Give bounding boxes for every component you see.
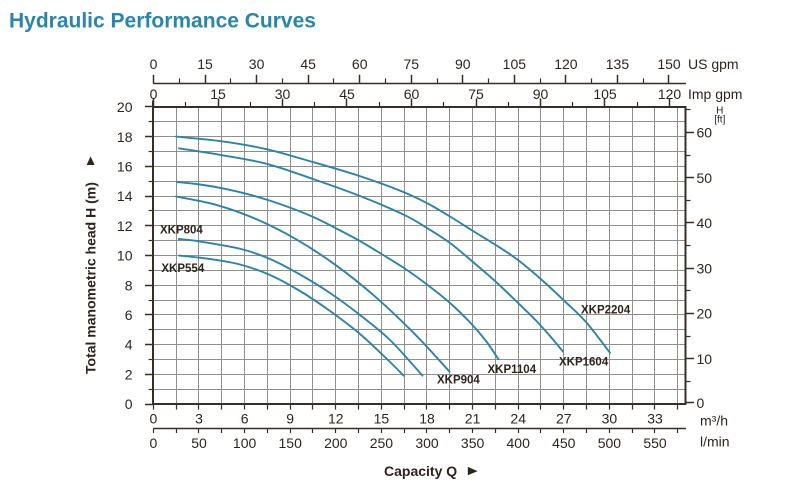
svg-text:90: 90	[533, 86, 549, 102]
svg-text:[ft]: [ft]	[714, 114, 725, 125]
svg-text:12: 12	[117, 218, 133, 234]
svg-text:50: 50	[191, 435, 207, 451]
svg-text:250: 250	[370, 435, 394, 451]
svg-text:H: H	[716, 106, 723, 117]
svg-text:9: 9	[286, 411, 294, 427]
svg-text:18: 18	[117, 129, 133, 145]
svg-text:0: 0	[697, 395, 705, 411]
svg-text:XKP1104: XKP1104	[488, 364, 537, 376]
svg-text:16: 16	[117, 159, 133, 175]
svg-text:18: 18	[419, 411, 435, 427]
svg-text:350: 350	[461, 435, 485, 451]
svg-text:150: 150	[279, 435, 303, 451]
svg-text:300: 300	[415, 435, 439, 451]
svg-text:0: 0	[150, 411, 158, 427]
svg-text:500: 500	[598, 435, 622, 451]
svg-text:33: 33	[647, 411, 663, 427]
svg-text:XKP1604: XKP1604	[559, 356, 609, 368]
svg-text:8: 8	[125, 277, 133, 293]
svg-text:40: 40	[697, 215, 713, 231]
svg-text:120: 120	[658, 86, 682, 102]
svg-text:US gpm: US gpm	[688, 56, 739, 72]
svg-text:135: 135	[606, 56, 630, 72]
svg-text:15: 15	[374, 411, 390, 427]
svg-text:450: 450	[552, 435, 576, 451]
svg-text:4: 4	[125, 337, 133, 353]
svg-text:6: 6	[241, 411, 249, 427]
svg-text:XKP804: XKP804	[160, 224, 203, 236]
svg-text:2: 2	[125, 366, 133, 382]
svg-text:Imp gpm: Imp gpm	[688, 86, 742, 102]
svg-text:400: 400	[507, 435, 531, 451]
svg-text:50: 50	[697, 170, 713, 186]
svg-text:75: 75	[468, 86, 484, 102]
svg-text:30: 30	[697, 260, 713, 276]
svg-text:Total manometric head H (m): Total manometric head H (m)	[83, 182, 99, 374]
svg-text:45: 45	[339, 86, 355, 102]
svg-text:30: 30	[275, 86, 291, 102]
svg-text:100: 100	[233, 435, 257, 451]
svg-text:XKP904: XKP904	[437, 375, 480, 387]
svg-text:10: 10	[697, 351, 713, 367]
svg-text:l/min: l/min	[700, 434, 730, 450]
svg-text:20: 20	[697, 306, 713, 322]
svg-text:27: 27	[556, 411, 572, 427]
svg-text:150: 150	[657, 56, 681, 72]
svg-text:0: 0	[125, 396, 133, 412]
svg-text:60: 60	[404, 86, 420, 102]
svg-text:60: 60	[697, 125, 713, 141]
svg-text:60: 60	[352, 56, 368, 72]
svg-text:120: 120	[554, 56, 578, 72]
svg-text:0: 0	[150, 56, 158, 72]
svg-text:Hydraulic Performance Curves: Hydraulic Performance Curves	[9, 10, 316, 33]
svg-text:10: 10	[117, 248, 133, 264]
svg-text:XKP2204: XKP2204	[581, 304, 631, 316]
svg-text:XKP554: XKP554	[161, 263, 204, 275]
svg-text:105: 105	[503, 56, 527, 72]
svg-text:45: 45	[300, 56, 316, 72]
svg-text:105: 105	[593, 86, 617, 102]
svg-text:6: 6	[125, 307, 133, 323]
svg-text:24: 24	[510, 411, 526, 427]
svg-text:12: 12	[328, 411, 344, 427]
svg-text:Capacity Q: Capacity Q	[384, 463, 457, 479]
svg-text:15: 15	[197, 56, 213, 72]
svg-text:20: 20	[117, 99, 133, 115]
svg-text:21: 21	[465, 411, 481, 427]
svg-text:14: 14	[117, 188, 133, 204]
svg-text:3: 3	[195, 411, 203, 427]
svg-text:15: 15	[210, 86, 226, 102]
svg-text:30: 30	[249, 56, 265, 72]
svg-text:0: 0	[150, 435, 158, 451]
svg-text:m³/h: m³/h	[700, 413, 728, 429]
svg-text:200: 200	[324, 435, 348, 451]
svg-text:90: 90	[455, 56, 471, 72]
svg-text:30: 30	[602, 411, 618, 427]
svg-text:75: 75	[403, 56, 419, 72]
svg-text:550: 550	[643, 435, 667, 451]
svg-text:0: 0	[150, 86, 158, 102]
